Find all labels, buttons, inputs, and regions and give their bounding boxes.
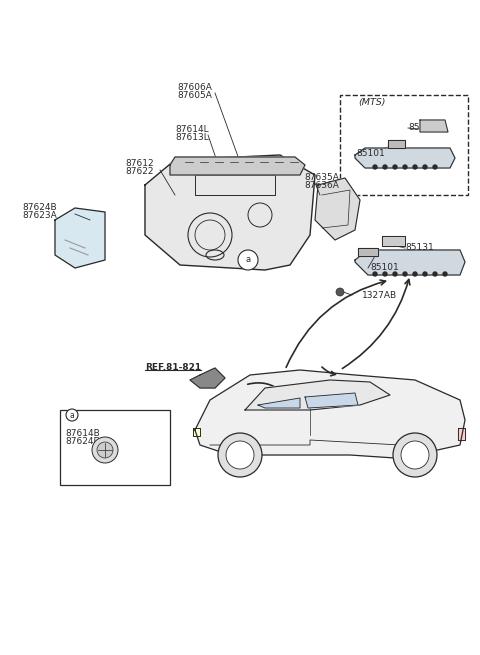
Text: 87613L: 87613L (175, 134, 209, 143)
Text: 87606A: 87606A (178, 83, 213, 92)
Bar (60, 410, 170, 485)
Text: 87635A: 87635A (305, 174, 339, 183)
Polygon shape (420, 120, 448, 132)
Circle shape (218, 433, 262, 477)
Text: 87622: 87622 (126, 166, 154, 176)
Text: 87612: 87612 (126, 159, 154, 168)
Circle shape (413, 165, 417, 169)
Polygon shape (245, 380, 390, 410)
Polygon shape (388, 140, 405, 148)
Circle shape (393, 165, 397, 169)
Circle shape (393, 272, 397, 276)
Circle shape (393, 433, 437, 477)
Text: a: a (70, 411, 74, 419)
Polygon shape (145, 155, 315, 270)
Circle shape (423, 165, 427, 169)
Circle shape (66, 409, 78, 421)
Polygon shape (358, 248, 378, 256)
Circle shape (373, 165, 377, 169)
Circle shape (226, 441, 254, 469)
FancyArrowPatch shape (322, 367, 336, 376)
Text: 87624D: 87624D (65, 436, 101, 445)
Bar (340, 95, 468, 195)
Text: 85131: 85131 (405, 244, 434, 252)
Text: 1327AB: 1327AB (362, 291, 397, 299)
Text: 85101: 85101 (356, 149, 385, 157)
FancyArrowPatch shape (248, 383, 282, 392)
Circle shape (97, 442, 113, 458)
Circle shape (373, 272, 377, 276)
Polygon shape (355, 250, 465, 275)
Circle shape (403, 165, 407, 169)
Text: 87614L: 87614L (175, 126, 209, 134)
FancyArrowPatch shape (342, 280, 410, 369)
FancyArrowPatch shape (286, 280, 385, 367)
Polygon shape (195, 370, 465, 458)
Text: 85131: 85131 (408, 124, 437, 132)
Circle shape (403, 272, 407, 276)
Text: 87605A: 87605A (178, 92, 213, 100)
Polygon shape (315, 178, 360, 240)
Polygon shape (382, 236, 405, 246)
Circle shape (433, 272, 437, 276)
Text: 87623A: 87623A (23, 212, 58, 221)
Circle shape (423, 272, 427, 276)
Circle shape (433, 165, 437, 169)
Circle shape (383, 165, 387, 169)
Polygon shape (193, 428, 200, 436)
Circle shape (413, 272, 417, 276)
Text: 87614B: 87614B (66, 428, 100, 438)
Circle shape (443, 272, 447, 276)
Polygon shape (355, 148, 455, 168)
Polygon shape (190, 368, 225, 388)
Text: REF.81-821: REF.81-821 (145, 362, 201, 371)
Text: 85101: 85101 (370, 263, 399, 272)
Circle shape (383, 272, 387, 276)
Circle shape (92, 437, 118, 463)
Text: 87636A: 87636A (305, 181, 339, 191)
Polygon shape (258, 398, 300, 408)
Text: 87624B: 87624B (23, 204, 57, 212)
Text: a: a (245, 255, 251, 265)
Circle shape (401, 441, 429, 469)
Polygon shape (55, 208, 105, 268)
Text: (MTS): (MTS) (358, 98, 385, 107)
Polygon shape (305, 393, 358, 408)
Polygon shape (458, 428, 465, 440)
Polygon shape (170, 157, 305, 175)
Circle shape (336, 288, 344, 296)
Circle shape (238, 250, 258, 270)
